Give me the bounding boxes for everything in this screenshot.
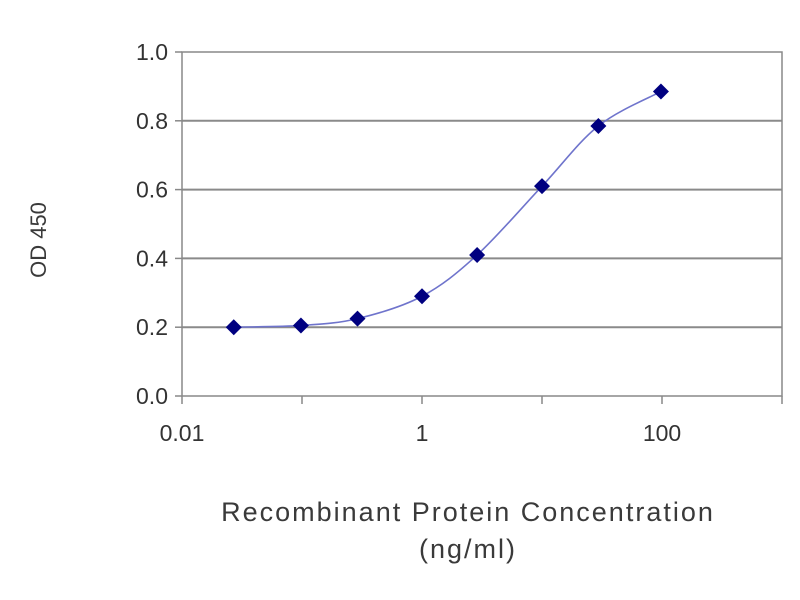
grid-lines <box>182 119 782 329</box>
y-tick-label-4: 0.8 <box>136 108 168 134</box>
plot-area-frame <box>181 51 783 397</box>
data-point-6 <box>590 117 607 134</box>
x-axis-title-line2: (ng/ml) <box>419 534 517 564</box>
data-point-1 <box>292 317 309 334</box>
y-tick-label-1: 0.2 <box>136 314 168 340</box>
y-tick-label-0: 0.0 <box>136 383 168 409</box>
x-tick-label-0: 0.01 <box>160 420 205 446</box>
data-point-0 <box>225 319 242 336</box>
y-tick-label-5: 1.0 <box>136 39 168 65</box>
data-point-3 <box>414 288 430 305</box>
data-point-5 <box>534 178 550 195</box>
y-axis-title: OD 450 <box>26 202 51 278</box>
data-point-2 <box>349 310 366 327</box>
data-point-4 <box>469 246 486 263</box>
data-point-7 <box>652 83 669 100</box>
x-tick-label-1: 1 <box>416 420 429 446</box>
fit-curve <box>233 90 662 328</box>
x-tick-label-2: 100 <box>643 420 681 446</box>
y-tick-label-2: 0.4 <box>136 245 168 271</box>
x-axis-title-line1: Recombinant Protein Concentration <box>221 497 715 527</box>
y-axis: 0.0 0.2 0.4 0.6 0.8 1.0 <box>136 39 182 409</box>
y-tick-label-3: 0.6 <box>136 177 168 203</box>
data-markers <box>225 83 669 336</box>
x-axis: 0.01 1 100 <box>160 396 783 446</box>
